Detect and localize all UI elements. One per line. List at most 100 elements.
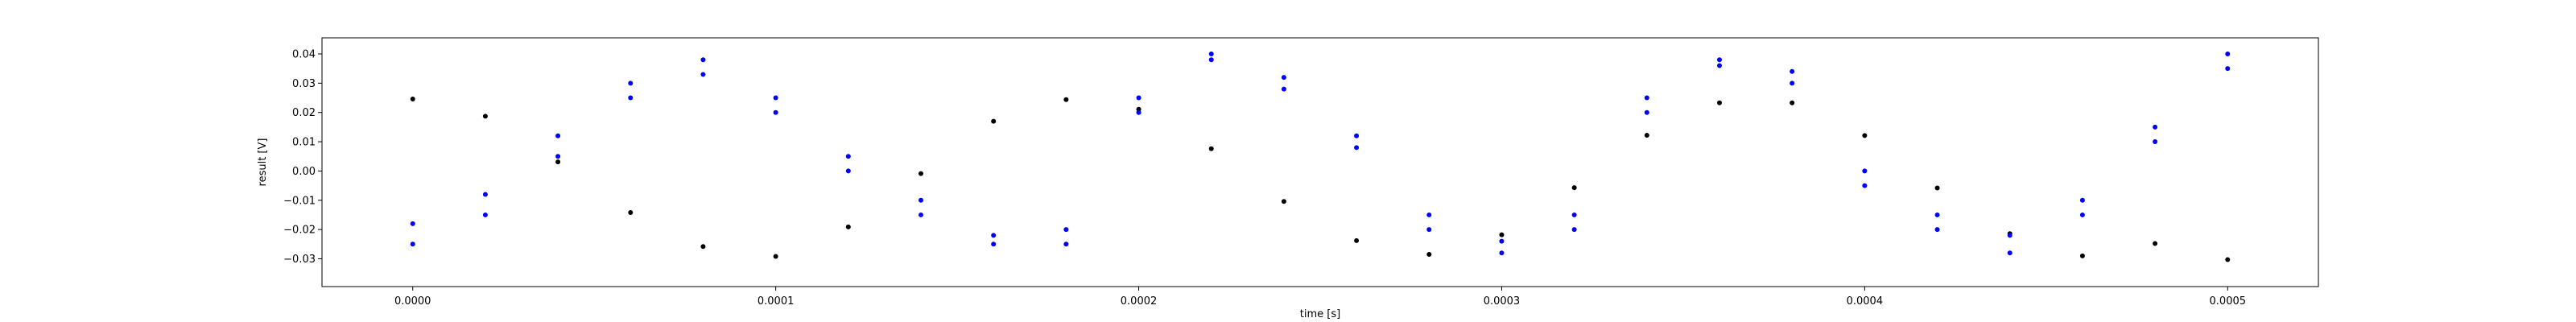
data-point (1281, 86, 1286, 92)
data-point (1354, 145, 1360, 151)
data-point (1862, 133, 1868, 138)
y-axis-label: result [V] (257, 138, 269, 187)
data-point (773, 95, 778, 101)
data-point (1499, 238, 1505, 244)
data-point (1717, 100, 1722, 105)
y-tick-label: 0.03 (292, 78, 316, 90)
x-tick-label: 0.0001 (758, 295, 795, 308)
data-point (2225, 66, 2231, 72)
data-point (1934, 227, 1940, 233)
data-point (1790, 68, 1795, 74)
data-point (991, 242, 997, 247)
data-point (1644, 95, 1649, 101)
data-point (2225, 51, 2231, 56)
x-tick-label: 0.0002 (1121, 295, 1158, 308)
data-point (1063, 97, 1069, 102)
data-point (1426, 252, 1432, 258)
y-tick-label: −0.03 (283, 254, 316, 266)
data-point (991, 118, 997, 124)
data-point (1934, 185, 1940, 191)
data-point (2153, 139, 2158, 145)
y-tick-label: 0.00 (292, 166, 316, 178)
y-tick-label: −0.02 (283, 225, 316, 237)
data-point (410, 242, 415, 247)
data-point (2007, 250, 2013, 256)
data-point (2079, 212, 2085, 217)
data-point (628, 210, 634, 216)
data-point (2225, 257, 2231, 262)
data-point (482, 212, 488, 217)
data-point (1281, 75, 1286, 80)
data-point (2079, 253, 2085, 258)
data-point (1499, 232, 1505, 237)
y-axis: −0.03 −0.02 −0.01 0.00 0.01 0.02 0.03 0.04 (283, 48, 322, 266)
data-point (845, 154, 851, 159)
data-point (1136, 109, 1141, 115)
data-point (773, 109, 778, 115)
plot-area (321, 37, 2319, 287)
data-point (1717, 63, 1722, 68)
data-point (2153, 124, 2158, 130)
data-point (1354, 133, 1360, 138)
data-point (919, 212, 923, 217)
data-point (1571, 227, 1577, 233)
data-point (482, 114, 488, 119)
series-1 (410, 57, 2231, 256)
data-point (919, 197, 923, 203)
series-2 (410, 51, 2231, 247)
data-point (1571, 185, 1577, 191)
x-tick-label: 0.0003 (1484, 295, 1521, 308)
data-point (1208, 51, 1214, 56)
x-tick-label: 0.0005 (2210, 295, 2247, 308)
data-point (1208, 146, 1214, 151)
data-point (919, 171, 923, 176)
data-point (1281, 199, 1286, 204)
data-point (410, 221, 415, 226)
data-point (991, 233, 997, 238)
data-point (1571, 212, 1577, 217)
data-point (628, 95, 634, 101)
data-point (1934, 212, 1940, 217)
data-point (555, 154, 561, 159)
y-tick-label: −0.01 (283, 195, 316, 207)
data-point (1136, 95, 1141, 101)
y-tick-label: 0.01 (292, 137, 316, 149)
data-point (2153, 241, 2158, 246)
data-point (1790, 80, 1795, 86)
data-point (2079, 197, 2085, 203)
data-point (1063, 242, 1069, 247)
y-tick-label: 0.02 (292, 107, 316, 119)
data-point (700, 244, 706, 250)
data-point (1499, 250, 1505, 256)
data-point (482, 192, 488, 197)
y-tick-label: 0.04 (292, 48, 316, 60)
data-point (773, 254, 778, 259)
data-point (628, 80, 634, 86)
data-point (410, 96, 415, 101)
data-point (1790, 100, 1795, 105)
data-point (1208, 57, 1214, 63)
data-point (1063, 227, 1069, 233)
data-point (1644, 109, 1649, 115)
x-tick-label: 0.0004 (1847, 295, 1884, 308)
data-point (555, 159, 561, 165)
data-point (700, 72, 706, 77)
data-point (1862, 183, 1868, 188)
x-axis: 0.0000 0.0001 0.0002 0.0003 0.0004 0.0005 (394, 287, 2246, 308)
data-point (1354, 237, 1360, 243)
chart-body: 0.0000 0.0001 0.0002 0.0003 0.0004 0.0005 −0.… (257, 37, 2319, 320)
data-point (1862, 168, 1868, 174)
data-point (1717, 57, 1722, 63)
data-point (700, 57, 706, 63)
x-axis-label: time [s] (1300, 308, 1340, 320)
data-point (1426, 227, 1432, 233)
data-point (1644, 133, 1649, 138)
data-point (845, 168, 851, 174)
series-0 (410, 96, 2231, 262)
data-layer (410, 51, 2231, 262)
data-point (2007, 233, 2013, 238)
data-point (555, 133, 561, 138)
data-point (1426, 212, 1432, 217)
data-point (845, 224, 851, 229)
